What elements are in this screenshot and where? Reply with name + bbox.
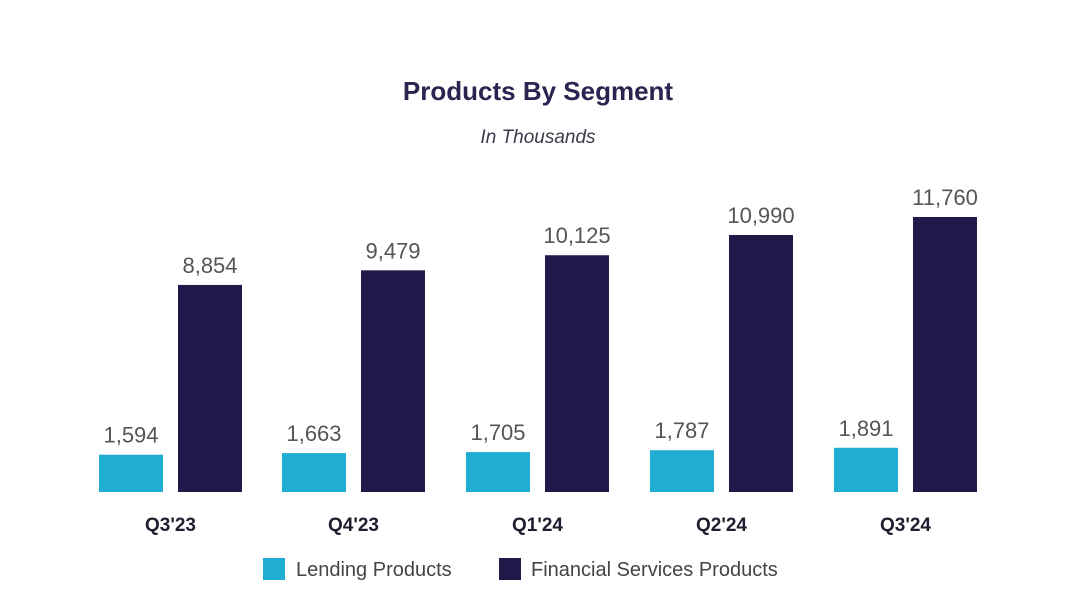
bar-group: 1,594 8,854 Q3'23 bbox=[99, 253, 242, 536]
chart-subtitle: In Thousands bbox=[480, 127, 596, 148]
x-tick-label: Q2'24 bbox=[696, 515, 747, 536]
data-label: 10,990 bbox=[727, 203, 794, 228]
bar-group: 1,705 10,125 Q1'24 bbox=[466, 223, 611, 536]
data-label: 8,854 bbox=[182, 253, 237, 278]
x-tick-label: Q3'23 bbox=[145, 515, 196, 536]
data-label: 9,479 bbox=[365, 238, 420, 263]
bar-lending bbox=[282, 453, 346, 492]
bar-financial-services bbox=[361, 270, 425, 492]
bar-financial-services bbox=[178, 284, 242, 492]
data-label: 1,705 bbox=[470, 420, 525, 445]
data-label: 1,891 bbox=[838, 416, 893, 441]
data-label: 11,760 bbox=[912, 185, 978, 210]
bar-lending bbox=[466, 452, 530, 492]
x-tick-label: Q3'24 bbox=[880, 515, 931, 536]
legend: Lending Products Financial Services Prod… bbox=[263, 558, 778, 581]
data-label: 1,594 bbox=[103, 423, 158, 448]
bar-lending bbox=[834, 447, 898, 492]
bar-lending bbox=[99, 454, 163, 492]
data-label: 1,663 bbox=[286, 421, 341, 446]
legend-label-lending: Lending Products bbox=[296, 559, 452, 581]
bar-group: 1,663 9,479 Q4'23 bbox=[282, 238, 425, 536]
bar-group: 1,787 10,990 Q2'24 bbox=[650, 203, 795, 536]
legend-swatch-lending bbox=[263, 558, 285, 580]
bar-financial-services bbox=[545, 255, 609, 492]
data-label: 1,787 bbox=[654, 418, 709, 443]
data-label: 10,125 bbox=[543, 223, 610, 248]
plot-area: 1,594 8,854 Q3'23 1,663 9,479 Q4'23 1,705 10,12… bbox=[99, 185, 978, 536]
bar-financial-services bbox=[913, 217, 977, 492]
legend-swatch-financial-services bbox=[499, 558, 521, 580]
bar-lending bbox=[650, 450, 714, 492]
x-tick-label: Q4'23 bbox=[328, 515, 379, 536]
bar-group: 1,891 11,760 Q3'24 bbox=[834, 185, 978, 536]
chart-title: Products By Segment bbox=[403, 76, 674, 106]
legend-label-financial-services: Financial Services Products bbox=[531, 559, 778, 581]
x-tick-label: Q1'24 bbox=[512, 515, 563, 536]
bar-financial-services bbox=[729, 235, 793, 492]
